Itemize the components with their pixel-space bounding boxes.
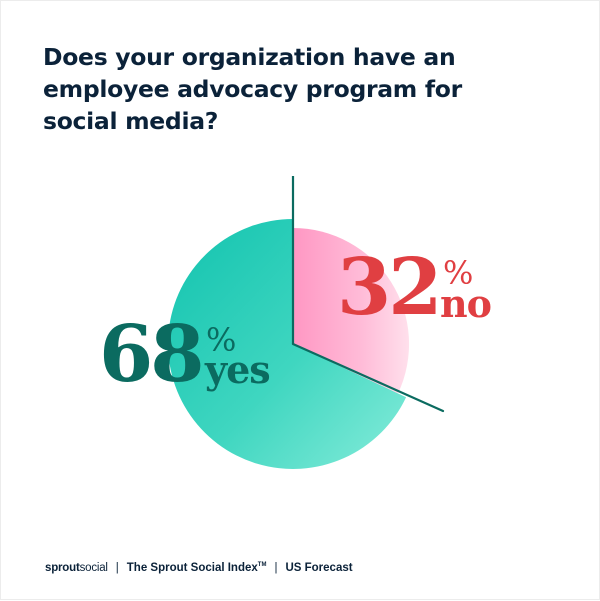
footer: sproutsocial | The Sprout Social IndexTM… (45, 562, 353, 574)
pie-slice-yes (167, 219, 407, 469)
brand-logo: sproutsocial (45, 562, 108, 574)
report-name-text: The Sprout Social Index (126, 562, 258, 574)
region-label: US Forecast (285, 562, 353, 574)
label-yes-percent: % (206, 321, 237, 359)
chart-title: Does your organization have an employee … (43, 43, 462, 135)
brand-logo-light: social (79, 562, 108, 574)
divider-line-diagonal (291, 342, 445, 413)
brand-logo-bold: sprout (45, 562, 80, 574)
footer-separator: | (115, 562, 119, 574)
label-no-percent: % (443, 254, 474, 292)
label-yes-word: yes (205, 347, 271, 392)
label-yes-value: 68 (99, 309, 205, 400)
pie-slice-no (293, 227, 410, 394)
report-name: The Sprout Social IndexTM (127, 562, 267, 574)
label-no-word: no (440, 281, 492, 326)
label-no-value: 32 (337, 242, 443, 333)
footer-separator: | (274, 562, 278, 574)
trademark-symbol: TM (257, 562, 267, 569)
